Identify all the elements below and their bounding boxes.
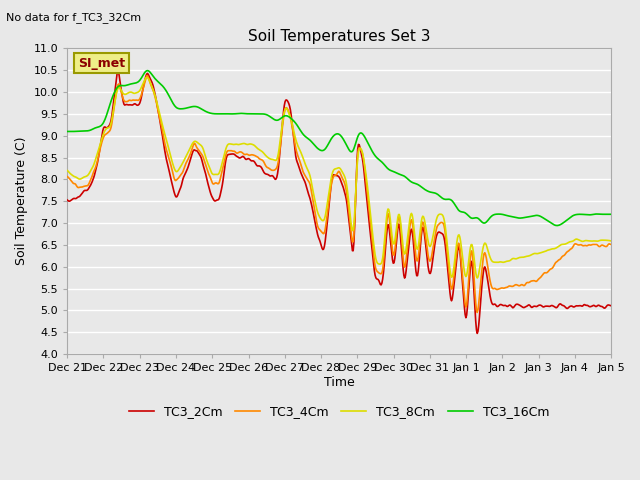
TC3_4Cm — [185, 154, 193, 160]
TC3_8Cm — [214, 171, 221, 177]
TC3_16Cm — [422, 187, 429, 193]
TC3_16Cm — [185, 105, 193, 110]
TC3_2Cm — [214, 197, 221, 203]
TC3_2Cm — [185, 161, 193, 167]
TC3_16Cm — [214, 111, 221, 117]
TC3_16Cm — [143, 68, 151, 73]
TC3_2Cm — [73, 195, 81, 201]
TC3_8Cm — [185, 147, 193, 153]
TC3_4Cm — [73, 184, 81, 190]
TC3_8Cm — [63, 168, 71, 173]
TC3_2Cm — [474, 331, 481, 336]
TC3_8Cm — [129, 90, 137, 96]
TC3_4Cm — [143, 72, 151, 78]
Legend: TC3_2Cm, TC3_4Cm, TC3_8Cm, TC3_16Cm: TC3_2Cm, TC3_4Cm, TC3_8Cm, TC3_16Cm — [124, 400, 554, 423]
TC3_4Cm — [474, 310, 481, 315]
TC3_8Cm — [474, 275, 481, 281]
TC3_16Cm — [406, 178, 413, 184]
Line: TC3_16Cm: TC3_16Cm — [67, 71, 611, 226]
TC3_8Cm — [422, 224, 429, 230]
Line: TC3_4Cm: TC3_4Cm — [67, 75, 611, 312]
TC3_16Cm — [73, 129, 81, 134]
TC3_4Cm — [129, 97, 137, 103]
TC3_8Cm — [607, 238, 615, 244]
TC3_2Cm — [406, 233, 413, 239]
TC3_4Cm — [422, 235, 429, 241]
TC3_8Cm — [73, 175, 81, 180]
TC3_16Cm — [553, 223, 561, 228]
TC3_2Cm — [607, 303, 615, 309]
Line: TC3_2Cm: TC3_2Cm — [67, 71, 611, 334]
TC3_16Cm — [607, 211, 615, 217]
Title: Soil Temperatures Set 3: Soil Temperatures Set 3 — [248, 29, 431, 44]
X-axis label: Time: Time — [324, 376, 355, 389]
TC3_4Cm — [63, 174, 71, 180]
TC3_8Cm — [143, 74, 150, 80]
TC3_4Cm — [214, 181, 221, 187]
TC3_16Cm — [63, 129, 71, 134]
TC3_8Cm — [406, 216, 413, 222]
TC3_4Cm — [406, 224, 413, 229]
Text: SI_met: SI_met — [78, 57, 125, 70]
TC3_2Cm — [130, 101, 138, 107]
TC3_16Cm — [129, 81, 137, 86]
TC3_2Cm — [422, 243, 429, 249]
Text: No data for f_TC3_32Cm: No data for f_TC3_32Cm — [6, 12, 141, 23]
TC3_2Cm — [114, 68, 122, 74]
Y-axis label: Soil Temperature (C): Soil Temperature (C) — [15, 137, 28, 265]
TC3_2Cm — [63, 197, 71, 203]
TC3_4Cm — [607, 242, 615, 248]
Line: TC3_8Cm: TC3_8Cm — [67, 77, 611, 278]
